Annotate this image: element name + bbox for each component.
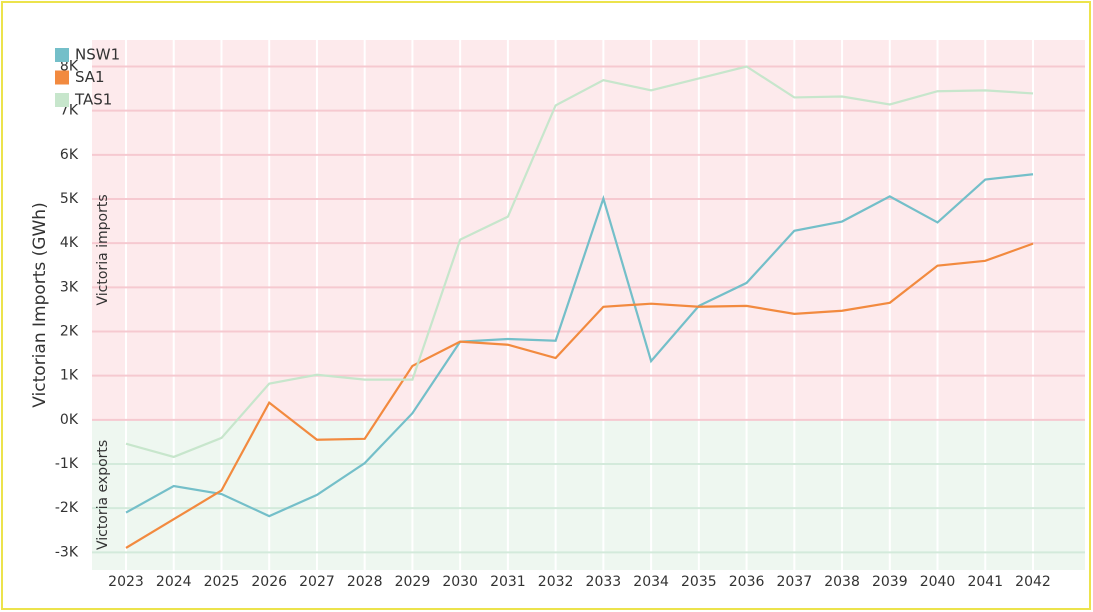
x-tick-label: 2025 (204, 574, 240, 590)
series-line (125, 173, 1034, 518)
legend-label: SA1 (75, 68, 105, 86)
x-tick-label: 2042 (1015, 574, 1051, 590)
x-tick-label: 2032 (538, 574, 574, 590)
legend-swatch (55, 70, 69, 85)
x-tick-label: 2035 (681, 574, 717, 590)
x-tick-label: 2023 (108, 574, 144, 590)
legend-swatch (55, 48, 69, 62)
series-line (125, 65, 1034, 459)
y-tick-label: 1K (60, 368, 79, 384)
x-tick-label: 2034 (633, 574, 669, 590)
y-tick-label: 4K (60, 235, 79, 251)
y-tick-label: -1K (55, 456, 79, 472)
legend-label: NSW1 (75, 46, 120, 64)
y-tick-label: -3K (55, 544, 79, 560)
legend-label: TAS1 (74, 91, 112, 109)
exports-band (92, 419, 1085, 570)
y-tick-label: 2K (60, 324, 79, 340)
y-tick-label: -2K (55, 500, 79, 516)
series-line (125, 242, 1034, 549)
x-tick-label: 2030 (442, 574, 478, 590)
x-tick-label: 2024 (156, 574, 192, 590)
x-tick-label: 2027 (299, 574, 335, 590)
x-tick-label: 2033 (586, 574, 622, 590)
legend-swatch (55, 93, 69, 107)
x-tick-label: 2038 (824, 574, 860, 590)
annotation: Victoria exports (95, 440, 111, 550)
x-tick-label: 2028 (347, 574, 383, 590)
x-tick-label: 2040 (920, 574, 956, 590)
y-tick-label: 0K (60, 412, 79, 428)
x-tick-label: 2031 (490, 574, 526, 590)
x-tick-label: 2041 (967, 574, 1003, 590)
y-tick-label: 3K (60, 279, 79, 295)
annotation: Victoria imports (95, 194, 111, 305)
y-axis-label: Victorian Imports (GWh) (30, 202, 50, 407)
x-tick-label: 2029 (395, 574, 431, 590)
y-tick-label: 5K (60, 191, 79, 207)
y-tick-label: 6K (60, 147, 79, 163)
x-tick-label: 2039 (872, 574, 908, 590)
imports-band (92, 40, 1085, 420)
x-tick-label: 2036 (729, 574, 765, 590)
x-tick-label: 2026 (251, 574, 287, 590)
x-tick-label: 2037 (776, 574, 812, 590)
